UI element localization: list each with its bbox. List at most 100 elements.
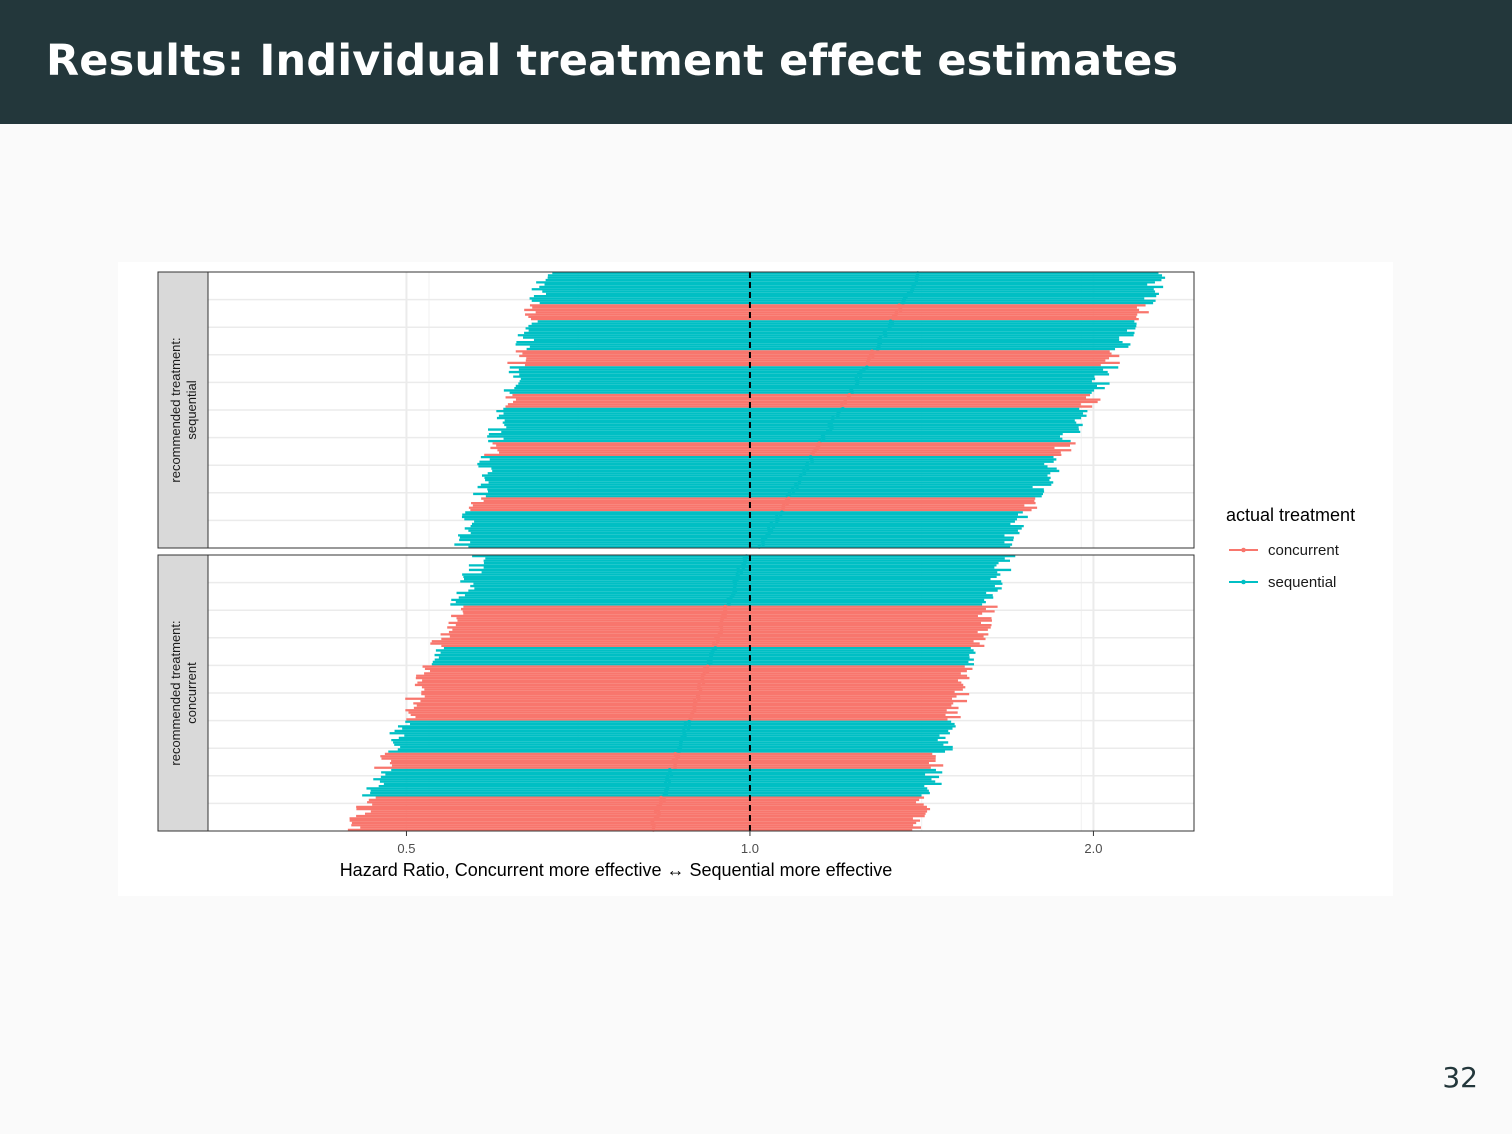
- point-estimate-sequential: [686, 726, 691, 731]
- legend-key-concurrent: [1229, 547, 1258, 553]
- point-estimate-sequential: [687, 719, 692, 724]
- point-estimate-concurrent: [846, 395, 851, 400]
- panel-recommended-sequential: recommended treatment: sequential: [157, 271, 1195, 549]
- title-bar: Results: Individual treatment effect est…: [0, 0, 1512, 124]
- point-estimate-sequential: [850, 390, 854, 395]
- forest-plot-figure: recommended treatment: sequential recomm…: [118, 262, 1393, 896]
- x-axis-label: Hazard Ratio, Concurrent more effective …: [340, 860, 893, 880]
- point-estimate-concurrent: [653, 816, 658, 821]
- point-estimate-sequential: [667, 779, 672, 784]
- strip-sequential: [157, 271, 209, 549]
- point-estimate-sequential: [890, 321, 895, 326]
- point-estimate-sequential: [901, 301, 905, 305]
- point-estimate-concurrent: [702, 666, 707, 671]
- x-tick-label: 2.0: [1084, 841, 1102, 856]
- strip-label-sequential-line2: sequential: [184, 380, 199, 439]
- point-estimate-concurrent: [674, 756, 679, 761]
- point-estimate-sequential: [683, 733, 688, 738]
- strip-label-concurrent-line2: concurrent: [184, 662, 199, 724]
- point-estimate-sequential: [858, 374, 863, 379]
- x-axis: 0.5 1.0 2.0: [397, 831, 1102, 856]
- point-estimate-sequential: [862, 367, 866, 372]
- point-estimate-concurrent: [723, 614, 728, 618]
- point-estimate-concurrent: [701, 680, 706, 685]
- point-estimate-sequential: [664, 777, 669, 782]
- point-estimate-sequential: [771, 524, 776, 529]
- point-estimate-concurrent: [662, 798, 667, 802]
- panel-recommended-concurrent: recommended treatment: concurrent: [157, 554, 1195, 832]
- point-estimate-sequential: [797, 480, 802, 485]
- point-estimate-sequential: [888, 326, 892, 331]
- point-estimate-sequential: [827, 423, 832, 427]
- panel-border-sequential: [207, 271, 1195, 549]
- point-estimate-sequential: [741, 565, 746, 570]
- point-estimate-concurrent: [713, 634, 718, 639]
- point-estimate-sequential: [706, 657, 711, 662]
- point-estimate-sequential: [677, 749, 681, 754]
- page-number: 32: [1442, 1061, 1478, 1094]
- strip-label-concurrent-line1: recommended treatment:: [168, 620, 183, 765]
- point-estimate-sequential: [825, 429, 830, 434]
- point-estimate-sequential: [906, 291, 911, 296]
- point-estimate-sequential: [835, 413, 840, 418]
- legend-key-sequential-point: [1241, 579, 1246, 585]
- panel-border-concurrent: [207, 554, 1195, 832]
- x-tick-label: 0.5: [397, 841, 415, 856]
- panel-rows-sequential: [454, 271, 1166, 549]
- point-estimate-concurrent: [721, 611, 725, 616]
- point-estimate-sequential: [735, 577, 739, 582]
- point-estimate-sequential: [810, 459, 814, 464]
- point-estimate-sequential: [909, 289, 914, 294]
- panel-rows-concurrent: [347, 554, 1016, 832]
- point-estimate-sequential: [840, 406, 845, 411]
- point-estimate-concurrent: [658, 802, 663, 807]
- point-estimate-concurrent: [717, 632, 722, 637]
- point-estimate-sequential: [709, 655, 714, 660]
- point-estimate-sequential: [774, 519, 779, 524]
- point-estimate-sequential: [729, 595, 733, 600]
- point-estimate-sequential: [736, 568, 741, 572]
- point-estimate-concurrent: [656, 807, 661, 812]
- point-estimate-sequential: [763, 535, 768, 540]
- point-estimate-concurrent: [843, 400, 848, 404]
- point-estimate-sequential: [766, 526, 771, 531]
- strip-label-sequential-line1: recommended treatment:: [168, 337, 183, 482]
- point-estimate-concurrent: [673, 752, 678, 756]
- point-estimate-concurrent: [696, 696, 701, 701]
- point-estimate-concurrent: [653, 809, 658, 814]
- point-estimate-sequential: [791, 489, 796, 494]
- point-estimate-sequential: [664, 791, 669, 795]
- point-estimate-sequential: [802, 471, 807, 476]
- strip-concurrent: [157, 554, 209, 832]
- point-estimate-concurrent: [723, 609, 728, 614]
- point-estimate-concurrent: [786, 496, 791, 501]
- point-estimate-sequential: [739, 570, 744, 575]
- legend: actual treatment concurrent sequential: [1226, 505, 1355, 591]
- point-estimate-sequential: [727, 602, 732, 607]
- point-estimate-sequential: [709, 660, 713, 664]
- point-estimate-concurrent: [785, 501, 790, 506]
- legend-key-sequential: [1229, 579, 1258, 585]
- point-estimate-sequential: [778, 512, 783, 517]
- point-estimate-concurrent: [894, 312, 898, 317]
- x-tick-label: 1.0: [741, 841, 759, 856]
- point-estimate-concurrent: [715, 639, 720, 644]
- legend-key-concurrent-point: [1241, 547, 1246, 553]
- point-estimate-sequential: [854, 383, 859, 388]
- forest-plot: recommended treatment: sequential recomm…: [157, 271, 1355, 880]
- point-estimate-concurrent: [656, 814, 660, 818]
- point-estimate-sequential: [875, 347, 880, 351]
- point-estimate-sequential: [805, 466, 810, 471]
- point-estimate-concurrent: [705, 669, 710, 674]
- point-estimate-sequential: [883, 333, 888, 338]
- legend-label-sequential: sequential: [1268, 574, 1336, 591]
- point-estimate-sequential: [828, 427, 833, 432]
- point-estimate-sequential: [669, 772, 674, 777]
- legend-label-concurrent: concurrent: [1268, 542, 1340, 559]
- slide-title: Results: Individual treatment effect est…: [46, 36, 1179, 86]
- point-estimate-concurrent: [898, 308, 903, 312]
- point-estimate-sequential: [865, 365, 869, 370]
- point-estimate-sequential: [821, 436, 826, 441]
- point-estimate-sequential: [662, 793, 667, 798]
- point-estimate-concurrent: [673, 765, 677, 770]
